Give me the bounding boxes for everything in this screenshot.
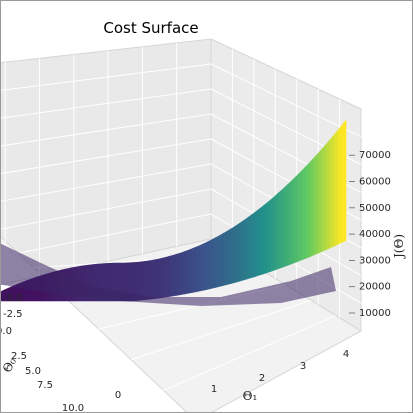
surface-strip: [255, 208, 260, 277]
surface-strip: [282, 184, 288, 268]
surface-strip: [318, 147, 323, 254]
theta0-tick-label: 10.0: [62, 403, 84, 413]
surface-strip: [290, 177, 296, 265]
surface-strip: [195, 244, 201, 293]
surface-strip: [274, 191, 280, 271]
surface-strip: [306, 160, 311, 259]
grid-line: [1, 63, 362, 138]
grid-line: [163, 315, 337, 391]
surface-strip: [266, 198, 272, 274]
surface-strip: [148, 259, 153, 300]
surface-strip: [156, 258, 161, 299]
surface-strip: [184, 249, 189, 295]
surface-strip: [215, 235, 221, 288]
surface-strip: [207, 239, 213, 290]
surface-strip: [333, 129, 339, 247]
theta0-tick-label: 5.0: [25, 366, 41, 377]
chart-title: Cost Surface: [103, 19, 198, 37]
surface-strip: [152, 259, 157, 300]
z-tick-label: 20000: [359, 282, 391, 293]
surface-strip: [286, 181, 292, 267]
surface-strip: [227, 227, 232, 285]
surface-strip: [325, 138, 331, 251]
z-tick-label: 60000: [359, 177, 391, 188]
z-tick-label: 40000: [359, 229, 391, 240]
surface-strip: [302, 165, 307, 261]
theta1-tick-label: 0: [115, 390, 121, 401]
z-tick-label: 10000: [359, 308, 391, 319]
surface-strip: [144, 260, 150, 301]
surface-strip: [321, 143, 327, 252]
surface-strip: [258, 205, 264, 276]
surface-strip: [262, 202, 268, 275]
surface-strip: [243, 217, 248, 281]
grid-line: [130, 299, 312, 361]
surface-strip: [278, 188, 284, 269]
theta0-tick-label: -5.0: [3, 293, 23, 304]
theta1-tick-label: 4: [343, 349, 349, 360]
surface-valley: [1, 243, 336, 306]
theta0-tick-label: 2.5: [11, 351, 27, 362]
grid-line: [1, 213, 362, 304]
surface-strip: [140, 261, 146, 301]
surface-mesh: [1, 119, 347, 306]
z-tick-label: 30000: [359, 255, 391, 266]
z-tick-label: 70000: [359, 150, 391, 161]
surface-strip: [180, 251, 185, 296]
surface-strip: [172, 253, 177, 297]
surface-strip: [298, 169, 303, 262]
surface-strip: [329, 133, 335, 249]
surface-strip: [223, 230, 228, 286]
surface-strip: [187, 248, 193, 294]
surface-strip: [231, 225, 236, 284]
surface-strip: [160, 257, 165, 299]
theta0-tick-label: 7.5: [37, 380, 53, 391]
surface-strip: [341, 119, 347, 243]
z-axis-label: J(Θ): [392, 234, 406, 260]
surface-strip: [294, 173, 300, 264]
surface-strip: [239, 220, 244, 282]
surface-strip: [199, 243, 205, 292]
surface-strip: [176, 252, 181, 296]
surface-strip: [219, 232, 224, 287]
surface-strip: [247, 214, 252, 280]
tick-labels: 0 1 2 3 4 -5.0 -2.5 0.0 2.5 5.0 7.5 10.0 10000 20000 3…: [1, 150, 391, 413]
theta1-tick-label: 1: [211, 384, 217, 395]
theta0-tick-label: 0.0: [1, 326, 12, 337]
theta1-tick-label: 2: [259, 373, 265, 384]
surface-strip: [164, 256, 169, 298]
surface-strip: [337, 124, 343, 245]
surface-strip: [191, 246, 197, 293]
surface-strip: [211, 237, 217, 289]
surface-strip: [270, 195, 276, 272]
surface-strip: [203, 241, 209, 291]
x-axis-label: Θ₁: [243, 389, 258, 403]
surface-strip: [235, 222, 240, 283]
z-tick-label: 50000: [359, 203, 391, 214]
surface-strip: [168, 255, 173, 297]
surface-strip: [310, 156, 315, 257]
grid-line: [1, 88, 362, 165]
theta1-tick-label: 3: [300, 361, 306, 372]
surface-strip: [251, 211, 256, 279]
y-axis-label: Θ₀: [1, 355, 19, 375]
surface-strip: [314, 152, 319, 256]
theta0-tick-label: -2.5: [3, 309, 23, 320]
